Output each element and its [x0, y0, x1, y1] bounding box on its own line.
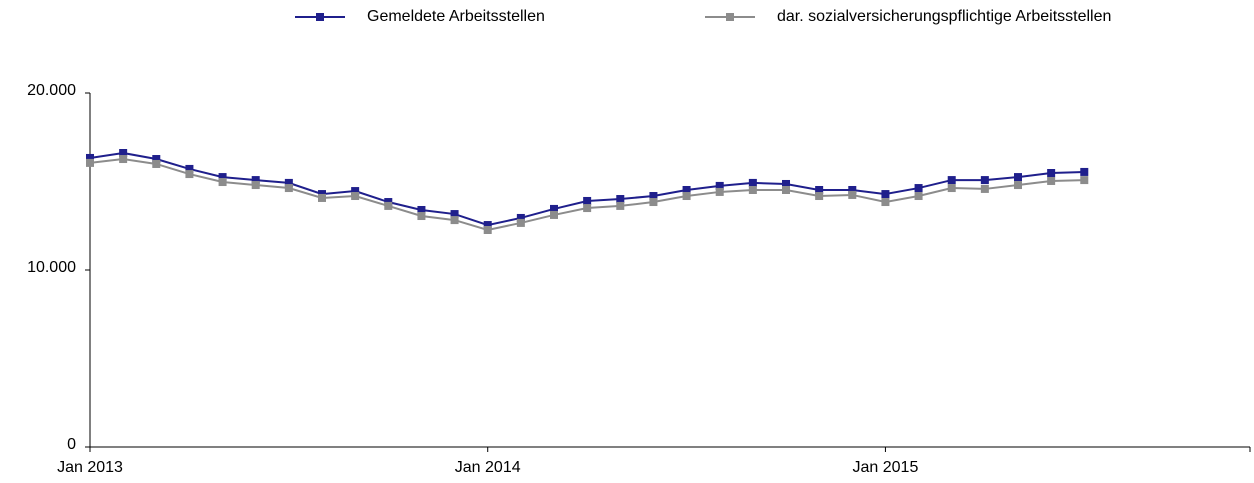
series-marker	[251, 176, 260, 185]
series-marker	[649, 192, 658, 201]
series-marker	[86, 158, 94, 167]
series-marker	[284, 178, 293, 187]
series-marker	[152, 155, 161, 164]
series-marker	[914, 192, 923, 201]
series-marker	[152, 159, 161, 168]
series-marker	[86, 153, 94, 162]
series-marker	[351, 192, 360, 201]
series-marker	[748, 185, 757, 194]
series-marker	[185, 164, 194, 173]
series-marker	[715, 181, 724, 190]
series-marker	[251, 181, 260, 190]
series-marker	[1014, 173, 1022, 182]
series-line	[89, 151, 1085, 227]
x-tick-label: Jan 2014	[455, 459, 521, 476]
series-marker	[1014, 181, 1022, 190]
series-marker	[815, 192, 824, 201]
series-marker	[715, 187, 724, 196]
series-marker	[782, 185, 790, 194]
x-tick-label: Jan 2015	[853, 459, 919, 476]
series-marker	[1080, 167, 1089, 176]
y-tick-label: 10.000	[27, 259, 76, 276]
series-marker	[947, 176, 956, 185]
series-marker	[483, 225, 492, 234]
series-marker	[682, 192, 691, 201]
y-tick-label: 20.000	[27, 82, 76, 99]
series-marker	[351, 187, 360, 196]
series-marker	[782, 179, 790, 188]
x-tick-label: Jan 2013	[57, 459, 123, 476]
series-marker	[848, 185, 857, 194]
series-marker	[384, 201, 393, 210]
series-marker	[980, 184, 989, 193]
series-marker	[284, 184, 293, 193]
series-marker	[119, 155, 128, 164]
series-marker	[550, 210, 558, 219]
legend-label: dar. sozialversicherungspflichtige Arbei…	[777, 8, 1111, 25]
series-marker	[881, 198, 890, 207]
series-marker	[483, 221, 492, 230]
series-marker	[815, 185, 824, 194]
series-marker	[450, 216, 459, 225]
series-marker	[318, 193, 326, 202]
y-tick-label: 0	[67, 436, 76, 453]
legend-marker	[316, 13, 324, 21]
series-marker	[1080, 176, 1089, 185]
series-marker	[218, 173, 227, 182]
series-marker	[516, 218, 525, 227]
series-marker	[1047, 169, 1056, 178]
series-marker	[616, 195, 625, 204]
series-marker	[550, 204, 558, 213]
series-marker	[848, 190, 857, 199]
series-marker	[947, 184, 956, 193]
series-marker	[748, 178, 757, 187]
series-marker	[516, 213, 525, 222]
series-marker	[1047, 176, 1056, 185]
legend-label: Gemeldete Arbeitsstellen	[367, 8, 545, 25]
series-marker	[583, 204, 592, 213]
series-marker	[185, 170, 194, 179]
series-marker	[980, 176, 989, 185]
series-marker	[583, 196, 592, 205]
series-marker	[450, 210, 459, 219]
series-marker	[119, 149, 128, 158]
series-marker	[218, 178, 227, 187]
series-marker	[649, 198, 658, 207]
series-marker	[616, 201, 625, 210]
legend-marker	[726, 13, 734, 21]
series-marker	[914, 184, 923, 193]
series-marker	[417, 205, 426, 214]
series-line	[89, 158, 1085, 232]
series-marker	[417, 212, 426, 221]
series-marker	[682, 185, 691, 194]
series-marker	[881, 190, 890, 199]
